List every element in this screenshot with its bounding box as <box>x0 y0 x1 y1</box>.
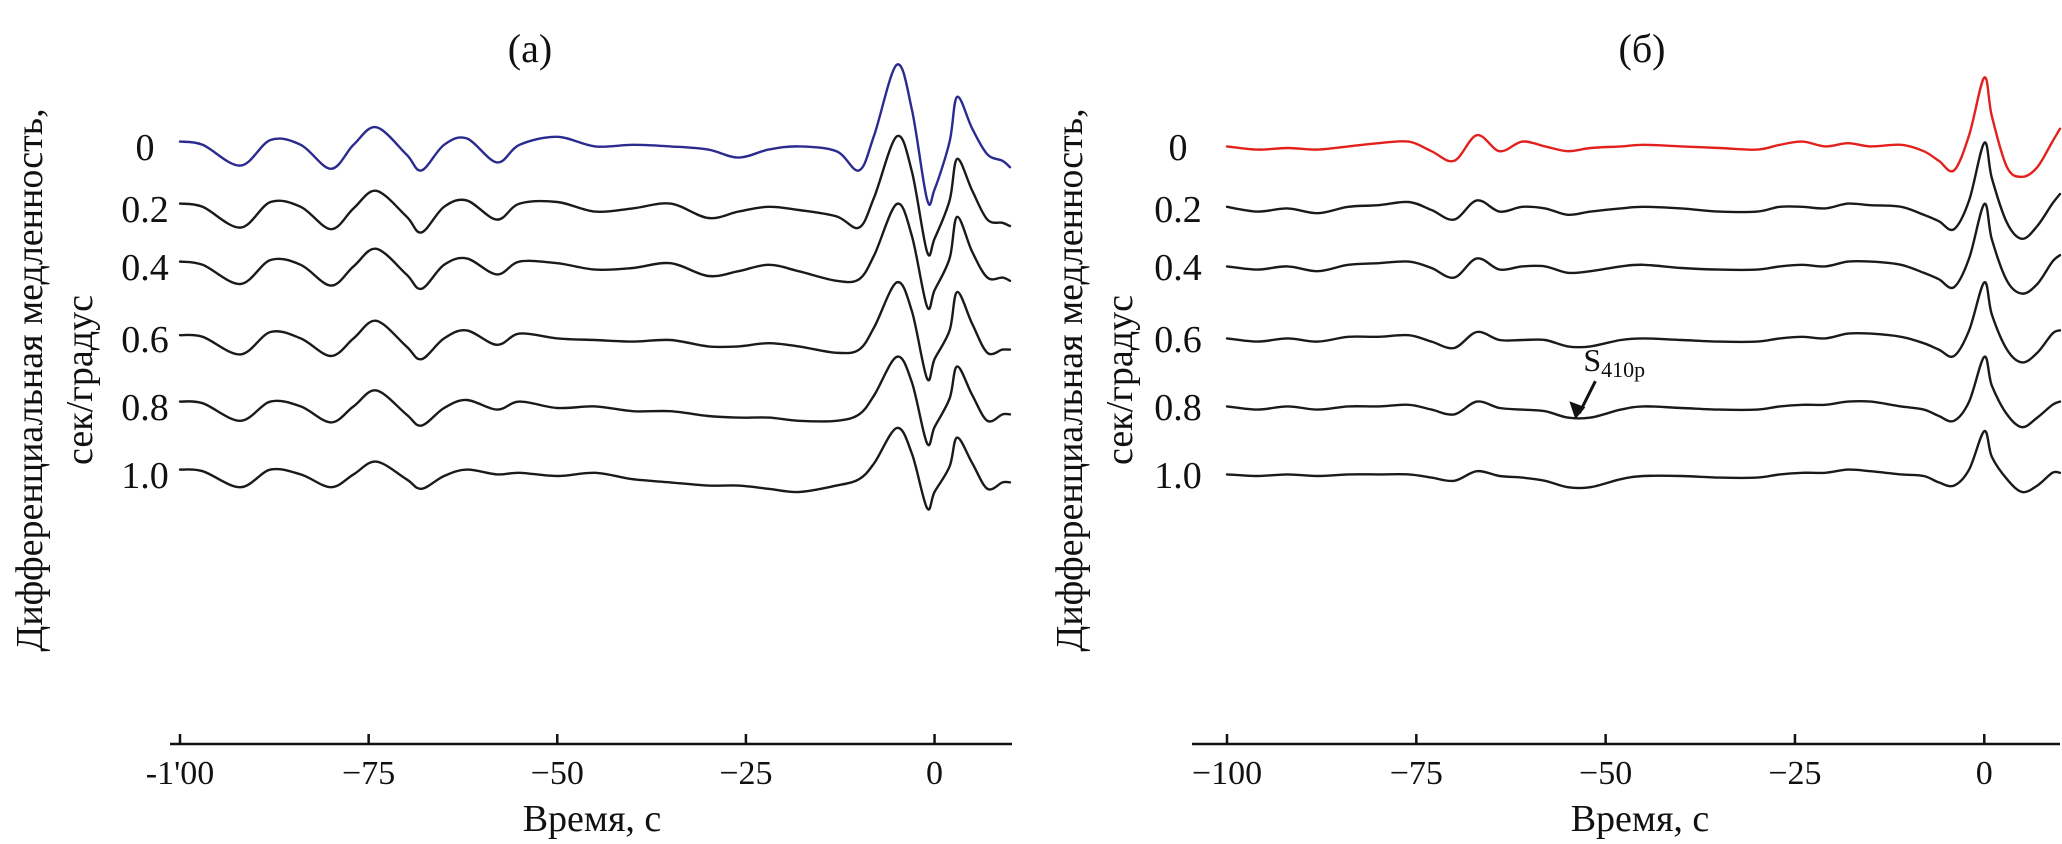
panel-a-y-label: Дифференциальная медленность, сек/градус <box>9 108 101 651</box>
panel-b-title: (б) <box>1619 26 1666 71</box>
panel-b-x-tick-label: −50 <box>1579 755 1632 792</box>
panel-b-x-tick-label: −75 <box>1390 755 1443 792</box>
panel-a-trace-1.0 <box>178 426 1012 511</box>
panel-b-x-ticks: −100 −75 −50 −25 0 <box>1192 734 1993 792</box>
panel-a-slowness-label: 0.2 <box>121 189 169 231</box>
panel-a-trace-0 <box>178 63 1012 206</box>
panel-b-trace-0.8 <box>1225 355 2062 429</box>
panel-a-slowness-label: 0.6 <box>121 319 169 361</box>
panel-a-x-tick-label: −50 <box>531 755 584 792</box>
panel-b-slowness-label: 0.8 <box>1154 387 1202 429</box>
panel-a-title: (a) <box>508 26 552 71</box>
panel-a: (a) Дифференциальная медленность, сек/гр… <box>9 26 1012 840</box>
panel-b-traces <box>1225 76 2062 494</box>
panel-b-trace-0 <box>1225 76 2062 179</box>
panel-b-ylabel-line2: сек/градус <box>1099 295 1141 465</box>
panel-a-trace-0.4 <box>178 202 1012 311</box>
panel-a-x-tick-label: 0 <box>926 755 943 792</box>
panel-a-x-ticks: -1'00 −75 −50 −25 0 <box>146 734 943 792</box>
panel-a-ylabel-line1: Дифференциальная медленность, <box>9 108 51 651</box>
panel-a-x-tick-label: -1'00 <box>146 755 214 792</box>
panel-a-trace-0.2 <box>178 134 1012 257</box>
panel-b-y-label: Дифференциальная медленность, сек/градус <box>1049 108 1141 651</box>
panel-a-slowness-labels: 0 0.2 0.4 0.6 0.8 1.0 <box>121 127 169 497</box>
panel-b: (б) Дифференциальная медленность, сек/гр… <box>1049 26 2062 840</box>
panel-b-x-tick-label: −100 <box>1192 755 1262 792</box>
panel-b-slowness-label: 0.2 <box>1154 189 1202 231</box>
annotation-label: S410p <box>1583 342 1645 382</box>
panel-a-x-tick-label: −75 <box>342 755 395 792</box>
panel-a-slowness-label: 0 <box>136 127 155 169</box>
panel-b-trace-1.0 <box>1225 430 2062 494</box>
annotation-arrowhead <box>1569 401 1586 420</box>
panel-b-slowness-label: 0.6 <box>1154 319 1202 361</box>
panel-a-slowness-label: 0.8 <box>121 387 169 429</box>
panel-b-trace-0.2 <box>1225 141 2062 240</box>
panel-a-x-tick-label: −25 <box>719 755 772 792</box>
panel-b-ylabel-line1: Дифференциальная медленность, <box>1049 108 1091 651</box>
panel-b-x-tick-label: −25 <box>1768 755 1821 792</box>
panel-b-annotation: S410p <box>1569 342 1645 420</box>
panel-a-trace-0.6 <box>178 281 1012 382</box>
panel-b-x-label: Время, с <box>1571 798 1710 840</box>
panel-a-traces <box>178 63 1012 511</box>
panel-a-ylabel-line2: сек/градус <box>59 295 101 465</box>
panel-b-slowness-label: 1.0 <box>1154 455 1202 497</box>
panel-b-trace-0.6 <box>1225 281 2062 364</box>
panel-a-x-label: Время, с <box>523 798 662 840</box>
panel-a-trace-0.8 <box>178 355 1012 447</box>
panel-b-slowness-labels: 0 0.2 0.4 0.6 0.8 1.0 <box>1154 127 1202 497</box>
panel-b-slowness-label: 0.4 <box>1154 247 1202 289</box>
panel-a-slowness-label: 1.0 <box>121 455 169 497</box>
panel-a-slowness-label: 0.4 <box>121 247 169 289</box>
panel-b-x-tick-label: 0 <box>1976 755 1993 792</box>
panel-b-trace-0.4 <box>1225 202 2062 295</box>
panel-b-slowness-label: 0 <box>1169 127 1188 169</box>
